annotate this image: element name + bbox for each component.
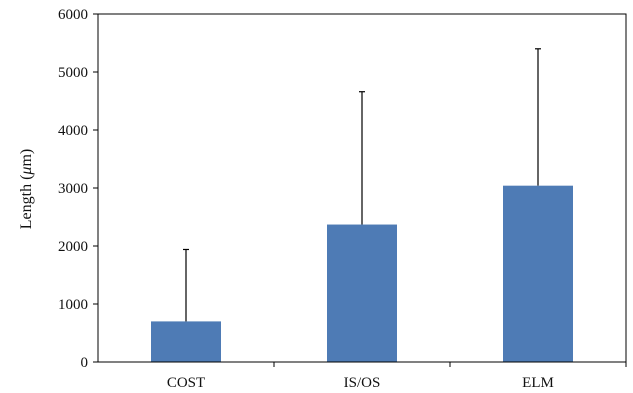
y-tick-label-4000: 4000: [58, 123, 88, 139]
bar-cost: [151, 321, 221, 362]
x-category-labels: COST IS/OS ELM: [167, 375, 554, 391]
bars-layer: [151, 185, 573, 362]
x-tick-label-elm: ELM: [522, 375, 554, 391]
bar-is-os: [327, 224, 397, 362]
x-tick-label-cost: COST: [167, 375, 205, 391]
y-tick-labels: 0 1000 2000 3000 4000 5000 6000: [58, 7, 88, 371]
y-tick-label-3000: 3000: [58, 181, 88, 197]
y-tick-label-5000: 5000: [58, 65, 88, 81]
y-tick-label-1000: 1000: [58, 297, 88, 313]
y-axis-title: Length (μm): [18, 149, 35, 229]
y-tick-label-0: 0: [81, 355, 89, 371]
y-tick-label-6000: 6000: [58, 7, 88, 23]
axes-layer: [93, 13, 627, 367]
x-tick-label-is-os: IS/OS: [344, 375, 381, 391]
bar-elm: [503, 185, 573, 362]
error-bars-layer: [183, 48, 541, 322]
y-tick-label-2000: 2000: [58, 239, 88, 255]
